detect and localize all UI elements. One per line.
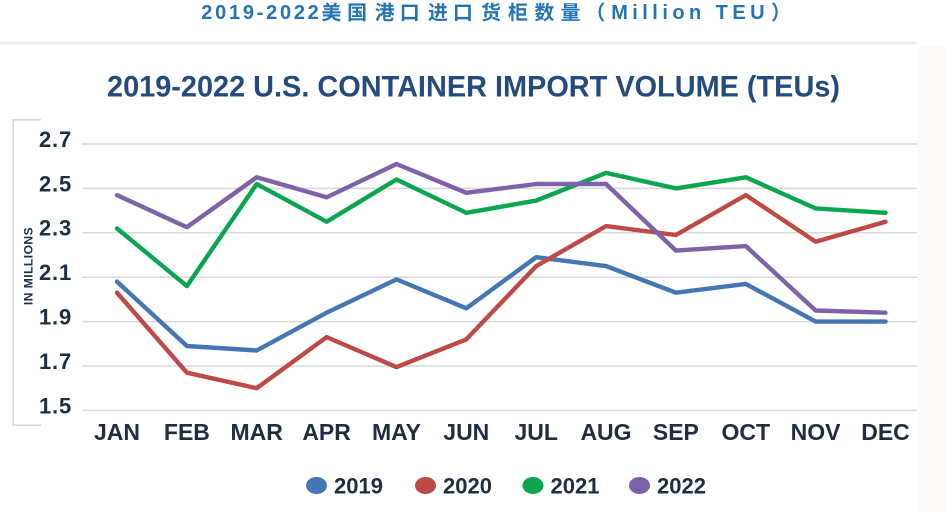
svg-text:SEP: SEP	[653, 419, 699, 445]
svg-text:1.7: 1.7	[39, 349, 72, 374]
svg-text:AUG: AUG	[580, 419, 631, 445]
svg-text:2.1: 2.1	[39, 260, 72, 285]
svg-text:2019-2022 U.S. CONTAINER IMPOR: 2019-2022 U.S. CONTAINER IMPORT VOLUME (…	[107, 70, 840, 103]
svg-text:JUN: JUN	[443, 419, 489, 445]
svg-text:MAY: MAY	[372, 419, 421, 445]
svg-text:DEC: DEC	[861, 419, 910, 445]
svg-text:2021: 2021	[551, 474, 600, 499]
svg-text:2019: 2019	[334, 474, 383, 499]
svg-text:JUL: JUL	[514, 419, 557, 445]
svg-text:FEB: FEB	[164, 419, 210, 445]
svg-text:2022: 2022	[657, 474, 706, 499]
svg-text:2.3: 2.3	[39, 216, 72, 241]
svg-text:2019-2022: 2019-2022	[201, 2, 318, 24]
svg-text:IN MILLIONS: IN MILLIONS	[21, 227, 35, 305]
svg-text:JAN: JAN	[94, 419, 140, 445]
svg-text:NOV: NOV	[791, 419, 842, 445]
svg-text:1.9: 1.9	[39, 305, 72, 330]
svg-text:MAR: MAR	[231, 419, 284, 445]
svg-text:2.5: 2.5	[39, 171, 72, 196]
svg-text:APR: APR	[302, 419, 351, 445]
svg-text:1.5: 1.5	[39, 393, 72, 418]
svg-text:2.7: 2.7	[39, 127, 72, 152]
svg-text:Million TEU: Million TEU	[611, 2, 769, 24]
svg-text:OCT: OCT	[722, 419, 771, 445]
svg-text:2020: 2020	[443, 474, 492, 499]
